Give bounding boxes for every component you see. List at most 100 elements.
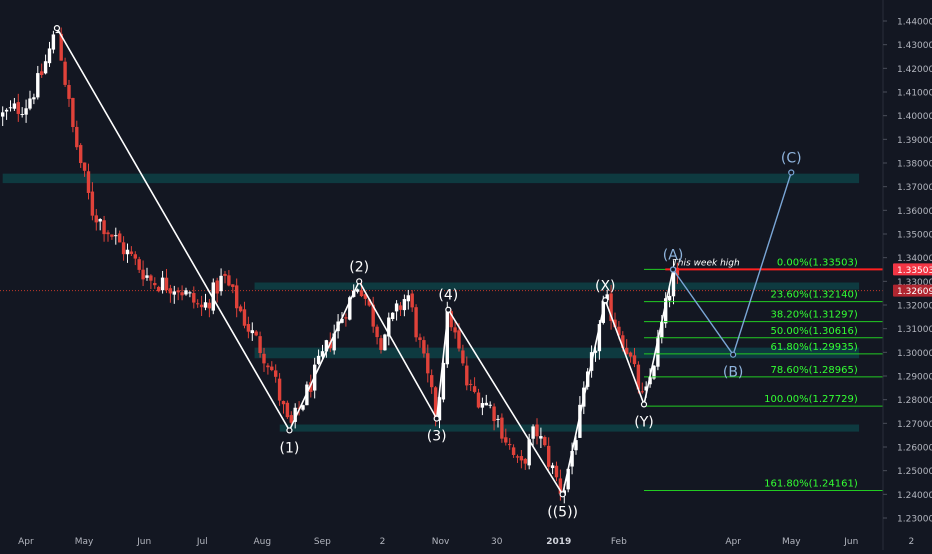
candle-body [117,233,122,243]
candle-body [246,324,251,332]
candle-body [457,330,461,349]
candle-body [250,330,254,334]
fib-level-label: 100.00%(1.27729) [764,394,858,405]
candle-body [211,282,215,311]
candle-body [160,277,165,291]
candle-body [39,71,44,75]
candle-body [102,220,106,235]
candle-body [348,297,352,320]
candle-body [188,292,192,294]
support-resistance-zone [254,347,860,359]
wave-label: (B) [723,365,744,381]
x-axis-tick-label: 30 [491,537,503,547]
candle-body [309,382,313,392]
y-axis-tick-label: 1.36000 [897,207,932,217]
candle-body [406,295,410,302]
candle-body [258,336,262,353]
fib-level-label: 61.80%(1.29935) [770,342,857,353]
candle-body [0,112,5,117]
candle-body [488,404,492,406]
wave-label: (C) [781,150,802,166]
candle-body [145,275,149,278]
candle-body [418,337,422,341]
candle-body [203,302,208,308]
candle-body [355,289,360,292]
candle-body [86,171,91,193]
x-axis-tick-label: May [782,537,801,547]
candle-body [468,383,473,385]
candle-body [219,275,223,292]
fib-level-label: 50.00%(1.30616) [770,326,857,337]
wave-label: (1) [280,440,300,456]
y-axis-tick-label: 1.27000 [897,420,932,430]
candle-body [51,34,56,50]
candle-body [621,335,625,348]
candle-body [480,403,485,408]
fib-level-label: 23.60%(1.32140) [770,290,857,301]
candle-body [285,402,290,418]
candle-body [367,299,371,306]
y-axis-tick-label: 1.42000 [897,65,932,75]
y-axis-tick-label: 1.26000 [897,444,932,454]
wave-pivot-point [286,427,293,434]
candle-body [363,294,368,299]
candle-body [71,97,75,128]
wave-label: (A) [663,248,684,264]
candle-body [82,162,87,171]
x-axis-tick-label: Apr [725,537,741,547]
x-axis-tick-label: Jun [136,537,151,547]
candle-body [238,306,243,312]
x-axis-tick-label: 2 [909,537,915,547]
candle-body [523,458,527,464]
wave-pivot-point [356,278,363,285]
candle-body [449,311,453,328]
candle-body [78,145,83,164]
candle-body [137,259,141,270]
wave-pivot-point [602,297,609,304]
wave-label: (2) [349,259,369,275]
y-axis-tick-label: 1.43000 [897,41,932,51]
candle-body [390,312,395,319]
candle-body [172,291,176,295]
candle-body [550,465,555,469]
candle-body [426,353,430,374]
candle-body [500,417,504,439]
candle-body [36,73,40,98]
candle-body [640,391,644,393]
x-axis-tick-label: Jun [843,537,858,547]
candle-body [340,318,344,323]
candle-body [453,327,457,333]
candle-body [652,365,656,379]
y-axis-tick-label: 1.28000 [897,396,932,406]
support-resistance-zone [279,424,860,432]
candle-body [441,362,446,400]
candle-body [90,191,95,216]
candle-body [231,284,235,287]
candle-body [32,97,36,100]
candle-body [496,418,500,420]
fib-level-label: 78.60%(1.28965) [770,365,857,376]
projection-point [730,351,737,358]
candle-body [445,310,449,365]
candle-body [254,331,258,336]
y-axis-tick-label: 1.34000 [897,254,932,264]
candle-body [644,386,648,391]
candle-body [270,366,274,371]
candle-body [266,365,270,368]
candle-body [344,317,348,319]
fib-level-label: 161.80%(1.24161) [764,479,858,490]
candle-body [195,303,200,305]
x-axis-tick-label: 2 [380,537,386,547]
candle-body [671,268,676,297]
candle-body [656,336,660,367]
candle-body [332,333,336,351]
candle-body [574,440,578,451]
candle-body [613,319,617,328]
y-axis-tick-label: 1.33000 [897,278,932,288]
candle-body [628,352,633,357]
y-axis-tick-label: 1.31000 [897,325,932,335]
candle-body [192,293,196,303]
y-axis-tick-label: 1.39000 [897,136,932,146]
